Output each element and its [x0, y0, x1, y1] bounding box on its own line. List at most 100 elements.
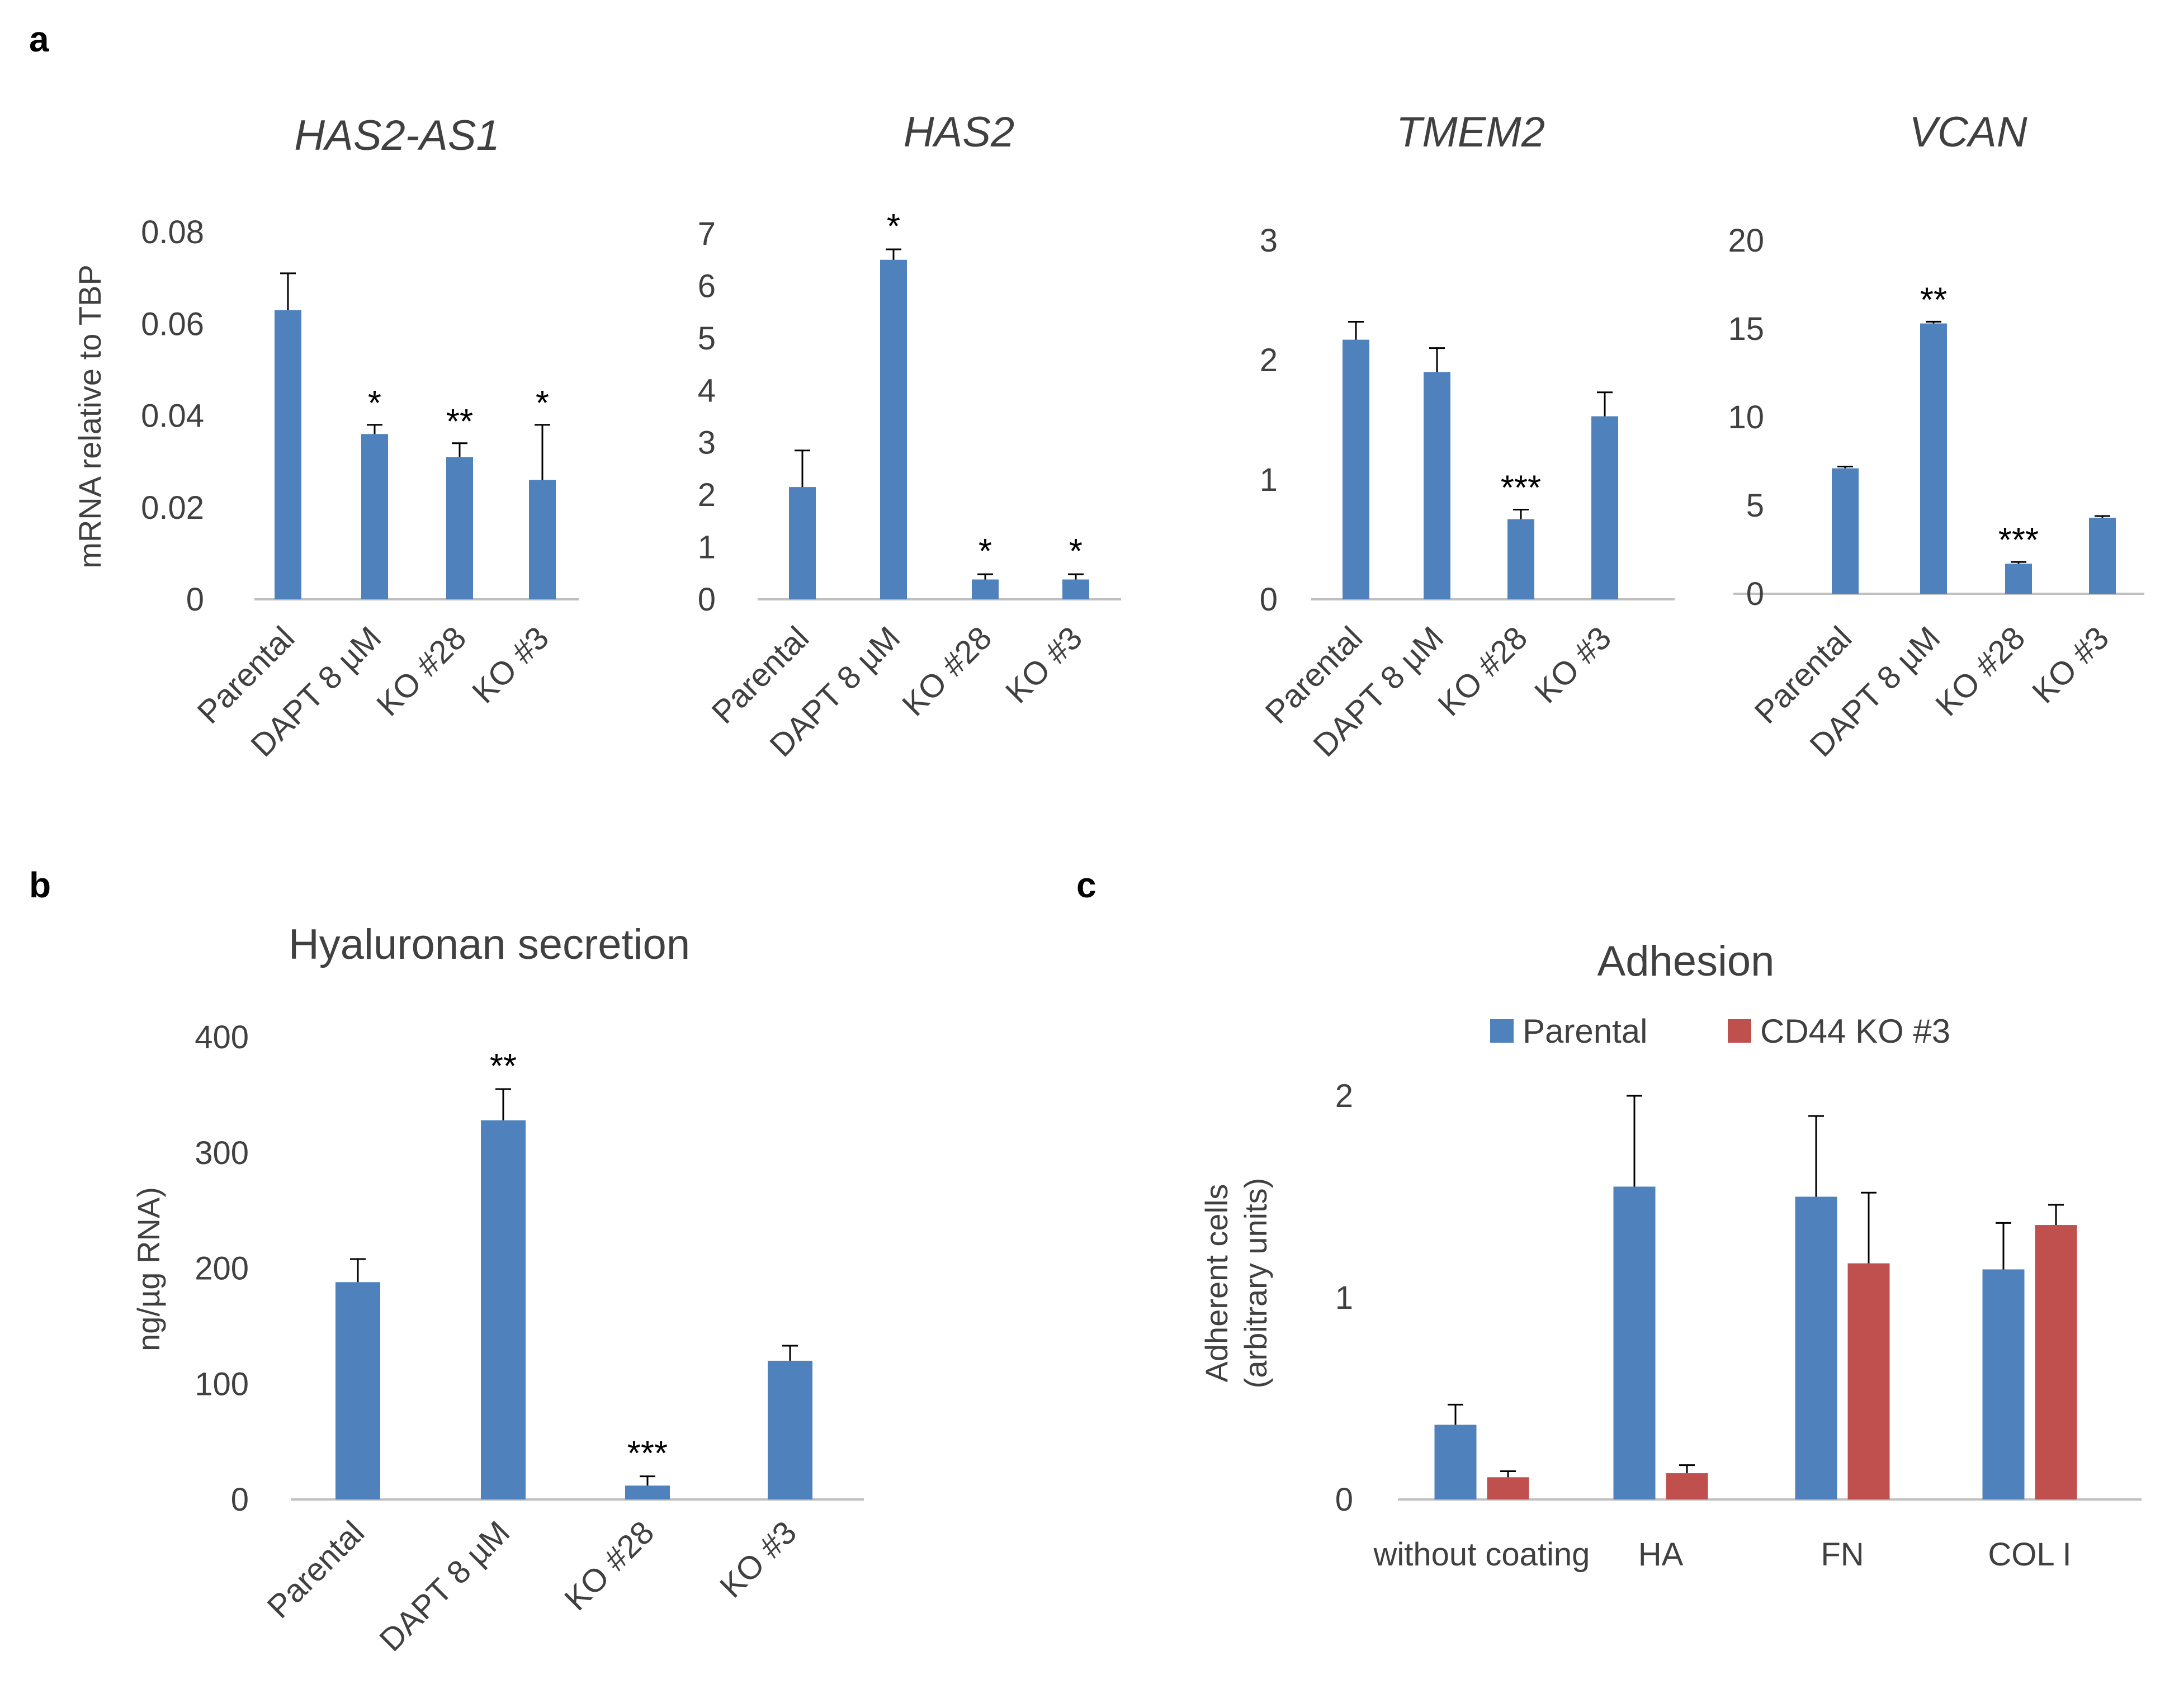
- y-tick-label: 2: [1335, 1078, 1353, 1114]
- y-tick-label: 200: [195, 1251, 249, 1287]
- bar: [880, 259, 907, 599]
- y-tick-label: 3: [698, 425, 716, 461]
- panel-letter-c: c: [1076, 865, 1096, 905]
- bar: [1847, 1263, 1890, 1499]
- significance-label: *: [887, 207, 900, 246]
- y-tick-label: 6: [698, 268, 716, 304]
- bar: [1424, 372, 1450, 599]
- significance-label: **: [1920, 281, 1947, 319]
- chart-title: Hyaluronan secretion: [289, 921, 690, 968]
- x-category-label: FN: [1821, 1536, 1864, 1573]
- significance-label: **: [490, 1047, 517, 1086]
- chart-hyaluronan: Hyaluronan secretion 0 100 200 300 400 ng/µg R…: [131, 921, 864, 1658]
- y-tick-label: 0: [1746, 576, 1764, 612]
- bar: [768, 1360, 812, 1499]
- y-tick-label: 1: [1335, 1280, 1353, 1316]
- x-category-label: KO #3: [713, 1514, 803, 1605]
- x-category-label: KO #3: [465, 619, 556, 710]
- x-category-label: KO #28: [1929, 619, 2032, 723]
- bar: [625, 1485, 670, 1499]
- x-category-label: KO #28: [370, 619, 473, 723]
- y-tick-label: 10: [1728, 399, 1764, 436]
- panel-letter-b: b: [29, 865, 51, 905]
- y-tick-label: 0.02: [141, 490, 204, 526]
- significance-label: ***: [1998, 521, 2039, 560]
- y-axis-title: ng/µg RNA): [131, 1187, 166, 1351]
- y-tick-label: 0: [1335, 1482, 1353, 1518]
- bar: [481, 1120, 526, 1499]
- bar: [1343, 339, 1369, 599]
- y-tick-label: 5: [1746, 488, 1764, 524]
- bar: [1982, 1269, 2025, 1499]
- bar: [1507, 519, 1534, 599]
- x-category-label: Parental: [260, 1514, 371, 1625]
- x-category-label: KO #3: [999, 619, 1089, 710]
- bar: [275, 310, 301, 599]
- significance-label: **: [446, 403, 473, 441]
- legend-label: CD44 KO #3: [1760, 1013, 1950, 1050]
- y-tick-label: 7: [698, 216, 716, 252]
- bar: [1920, 323, 1947, 594]
- bar: [361, 434, 388, 599]
- y-axis-title-line: (arbitrary units): [1238, 1178, 1273, 1389]
- significance-label: *: [536, 384, 549, 423]
- x-category-label: KO #28: [557, 1514, 661, 1617]
- x-category-label: KO #28: [895, 619, 999, 723]
- bar: [1487, 1477, 1529, 1499]
- x-category-label: COL I: [1988, 1536, 2071, 1573]
- bar: [2089, 518, 2116, 594]
- y-tick-label: 3: [1260, 223, 1278, 259]
- y-tick-label: 2: [698, 477, 716, 513]
- y-tick-label: 300: [195, 1135, 249, 1171]
- y-tick-label: 1: [698, 529, 716, 566]
- x-category-label: HA: [1638, 1536, 1684, 1573]
- y-axis-title: mRNA relative to TBP: [72, 264, 107, 569]
- chart-title: HAS2: [904, 108, 1015, 156]
- chart-adhesion: Adhesion 0 1 2 Adherent cells (arbitrary unit…: [1199, 938, 2142, 1573]
- x-category-label: DAPT 8 µM: [372, 1514, 517, 1658]
- bar: [1434, 1425, 1477, 1499]
- bar: [1062, 579, 1089, 599]
- legend-swatch: [1728, 1019, 1751, 1043]
- chart-title: Adhesion: [1597, 938, 1775, 985]
- significance-label: *: [979, 532, 992, 571]
- y-tick-label: 0.06: [141, 306, 204, 342]
- legend-swatch: [1490, 1019, 1514, 1043]
- y-tick-label: 4: [698, 372, 716, 409]
- y-axis-title-line: Adherent cells: [1199, 1184, 1234, 1383]
- y-tick-label: 20: [1728, 223, 1764, 259]
- significance-label: *: [368, 384, 381, 423]
- legend-label: Parental: [1523, 1013, 1647, 1050]
- y-tick-label: 0: [186, 581, 204, 618]
- y-tick-label: 0: [698, 581, 716, 618]
- bar: [1795, 1196, 1837, 1499]
- y-tick-label: 15: [1728, 311, 1764, 347]
- chart-title: TMEM2: [1396, 108, 1545, 156]
- chart-title: HAS2-AS1: [294, 112, 500, 159]
- bar: [2005, 564, 2032, 594]
- significance-label: ***: [1501, 469, 1541, 508]
- chart-title: VCAN: [1909, 108, 2027, 156]
- bar: [1613, 1186, 1656, 1499]
- y-tick-label: 0: [231, 1482, 249, 1518]
- bar: [789, 487, 816, 599]
- x-category-label: without coating: [1373, 1536, 1590, 1573]
- significance-label: ***: [627, 1435, 668, 1473]
- y-tick-label: 1: [1260, 462, 1278, 498]
- significance-label: *: [1069, 532, 1083, 571]
- y-tick-label: 0: [1260, 581, 1278, 618]
- bar: [2035, 1225, 2077, 1499]
- x-category-label: KO #3: [2025, 619, 2116, 710]
- y-tick-label: 0.08: [141, 214, 204, 250]
- panel-letter-a: a: [29, 19, 49, 59]
- bar: [529, 480, 556, 599]
- bar: [972, 579, 999, 599]
- y-tick-label: 0.04: [141, 398, 204, 434]
- bar: [1666, 1473, 1708, 1499]
- chart-has2as1: HAS2-AS1 0 0.02 0.04 0.06 0.08 mRNA relative t…: [72, 112, 579, 764]
- y-tick-label: 400: [195, 1019, 249, 1056]
